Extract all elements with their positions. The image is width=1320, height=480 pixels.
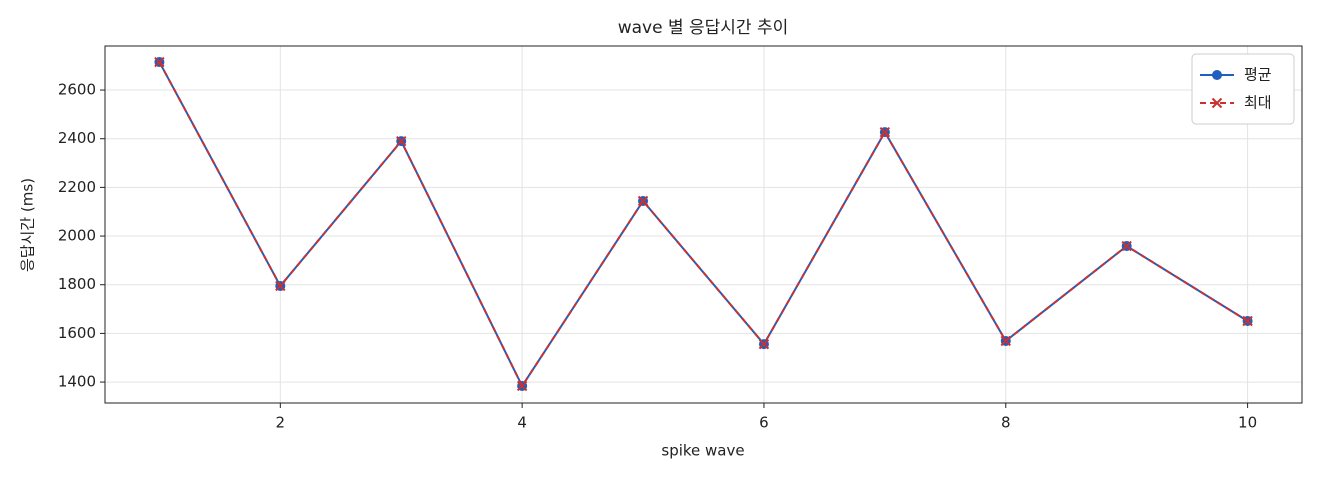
marker <box>758 338 770 350</box>
x-axis-label: spike wave <box>661 442 744 460</box>
x-tick-label: 10 <box>1238 414 1257 432</box>
plot-frame <box>104 45 1303 404</box>
marker <box>516 380 528 392</box>
y-tick-label: 2000 <box>58 227 96 245</box>
marker <box>1121 240 1132 252</box>
y-tick-label: 1400 <box>58 373 96 391</box>
legend-marker <box>1212 70 1222 80</box>
marker <box>396 135 407 147</box>
marker <box>1242 315 1253 327</box>
y-axis-label: 응답시간 (ms) <box>19 178 37 272</box>
x-tick-label: 4 <box>517 414 527 432</box>
legend-box <box>1191 53 1295 125</box>
y-tick-label: 2400 <box>58 129 96 147</box>
y-tick-label: 1800 <box>58 275 96 293</box>
marker <box>879 126 891 138</box>
x-tick-label: 2 <box>276 414 286 432</box>
legend-label: 최대 <box>1244 94 1272 112</box>
series-line <box>158 61 1249 388</box>
legend-label: 평균 <box>1244 66 1272 84</box>
y-tick-label: 2200 <box>58 178 96 196</box>
marker <box>1000 335 1011 347</box>
marker <box>275 280 286 292</box>
chart-title: wave 별 응답시간 추이 <box>618 18 789 38</box>
series-line <box>158 61 1249 388</box>
y-tick-label: 2600 <box>58 81 96 99</box>
legend-marker <box>1211 97 1223 109</box>
x-tick-label: 6 <box>759 414 769 432</box>
y-tick-label: 1600 <box>58 324 96 342</box>
marker <box>637 195 649 207</box>
marker <box>154 56 165 68</box>
x-tick-label: 8 <box>1001 414 1011 432</box>
